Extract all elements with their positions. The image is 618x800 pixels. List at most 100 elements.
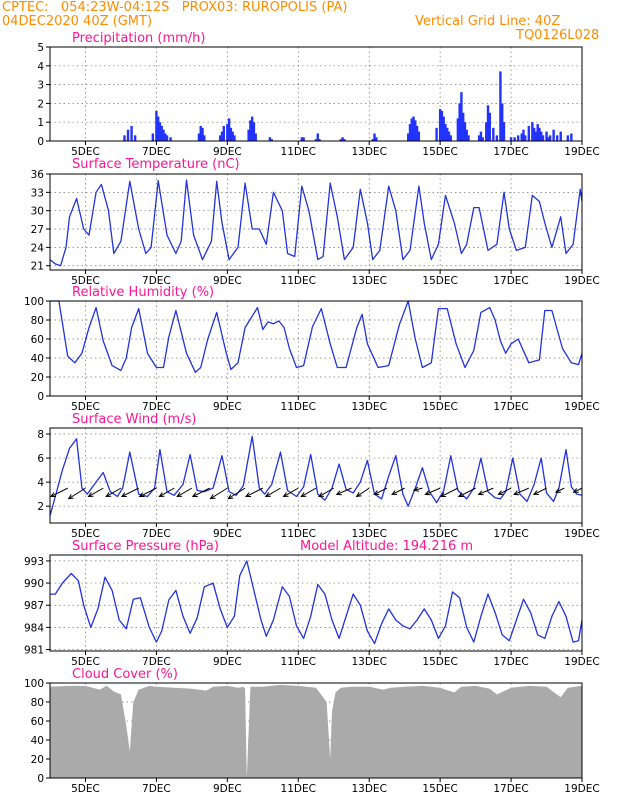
precip-bar: [151, 133, 155, 141]
precip-bar: [541, 135, 545, 141]
precip-bar: [467, 135, 470, 141]
pres-xtick-label: 17DEC: [493, 656, 528, 668]
wind-arrow: [498, 487, 512, 495]
wind-arrow-head: [412, 486, 419, 492]
cloud-title: Cloud Cover (%): [72, 667, 178, 682]
precip-bar: [410, 118, 413, 141]
precip-bar: [231, 131, 234, 141]
rh-xtick-label: 19DEC: [564, 401, 599, 413]
wind-arrow: [555, 487, 565, 493]
chart-header: CPTEC: 054:23W-04:12S PROX03: RUROPOLIS …: [0, 0, 618, 46]
precip-xtick-label: 13DEC: [351, 146, 386, 158]
precip-bar: [165, 135, 169, 141]
rh-series-line: [50, 300, 583, 373]
wind-arrow: [458, 487, 476, 497]
precip-bar: [524, 135, 527, 141]
wind-frame: [49, 427, 583, 524]
wind-arrow: [301, 487, 317, 497]
precip-bar: [499, 71, 502, 141]
wind-arrow-head: [227, 494, 234, 500]
precip-bar: [435, 127, 438, 141]
wind-arrow-head: [176, 492, 183, 498]
wind-arrow: [391, 487, 405, 495]
cloud-area: [50, 684, 582, 778]
rh-frame: [49, 300, 583, 397]
precip-bar: [414, 120, 417, 141]
precip-bar: [513, 137, 516, 141]
precip-bar: [520, 133, 523, 141]
precip-bar: [300, 137, 304, 141]
precip-bar: [538, 127, 541, 141]
precip-bar: [156, 116, 160, 141]
precip-bar: [252, 122, 256, 141]
rh-xtick-label: 17DEC: [493, 401, 528, 413]
wind-arrow-head: [572, 488, 579, 493]
rh-ytick-label: 0: [37, 391, 44, 403]
wind-arrow-head: [158, 492, 165, 498]
cloud-ytick-label: 40: [31, 735, 44, 747]
precip-bar: [316, 133, 319, 141]
rh-xtick-label: 9DEC: [213, 401, 242, 413]
precip-bar: [534, 131, 538, 141]
station-info: CPTEC: 054:23W-04:12S PROX03: RUROPOLIS …: [2, 0, 348, 15]
cloud-xtick-label: 5DEC: [71, 783, 100, 795]
precip-bar: [227, 118, 231, 141]
wind-arrow-head: [209, 494, 216, 500]
precip-bar: [536, 124, 539, 141]
precip-bar: [201, 127, 204, 141]
wind-xtick-label: 15DEC: [422, 528, 457, 540]
precip-bar: [485, 122, 488, 141]
wind-arrow-head: [317, 492, 325, 498]
wind-arrow: [425, 487, 441, 495]
cloud-ytick-label: 60: [31, 716, 44, 728]
wind-arrow: [159, 487, 175, 497]
rh-xtick-label: 15DEC: [422, 401, 457, 413]
precip-bar: [479, 131, 483, 141]
pres-subtitle: Model Altitude: 194.216 m: [300, 539, 473, 554]
pres-ytick-label: 993: [24, 556, 44, 568]
wind-arrow: [374, 487, 388, 495]
wind-arrow: [478, 487, 494, 495]
wind-arrow-head: [264, 492, 271, 498]
rh-ytick-label: 80: [31, 315, 44, 327]
run-datetime: 04DEC2020 40Z (GMT): [2, 14, 153, 29]
pres-frame: [49, 554, 583, 652]
precip-bar: [126, 129, 130, 141]
wind-arrow-head: [191, 492, 198, 497]
precip-bar: [247, 129, 250, 141]
precip-title: Precipitation (mm/h): [72, 31, 205, 46]
wind-arrow-head: [335, 490, 342, 496]
wind-arrow-head: [300, 492, 307, 498]
wind-arrow-head: [497, 490, 504, 495]
wind-arrow: [440, 487, 459, 497]
precip-bar: [555, 135, 559, 141]
wind-arrow: [192, 487, 210, 497]
precip-bar: [449, 135, 452, 141]
precip-bar: [375, 137, 378, 141]
temp-xtick-label: 11DEC: [281, 275, 316, 287]
vertical-grid-line-note: Vertical Grid Line: 40Z: [415, 14, 561, 29]
wind-arrow: [121, 487, 139, 497]
cloud-ytick-label: 80: [31, 697, 44, 709]
temp-ytick-label: 27: [31, 224, 44, 236]
wind-arrow-head: [457, 492, 464, 497]
wind-arrow: [265, 487, 281, 497]
wind-arrow-head: [49, 492, 56, 497]
precip-xtick-label: 5DEC: [71, 146, 100, 158]
cloud-xtick-label: 11DEC: [281, 783, 316, 795]
precip-bar: [343, 139, 346, 141]
rh-ytick-label: 40: [31, 353, 44, 365]
rh-xtick-label: 13DEC: [351, 401, 386, 413]
wind-arrow-head: [554, 488, 561, 493]
temp-frame: [49, 173, 583, 271]
wind-xtick-label: 7DEC: [142, 528, 171, 540]
precip-bar: [547, 137, 550, 141]
precip-ytick-label: 5: [37, 42, 44, 54]
precip-bar: [446, 127, 449, 141]
rh-xtick-label: 11DEC: [281, 401, 316, 413]
precip-bar: [481, 137, 484, 141]
wind-xtick-label: 9DEC: [213, 528, 242, 540]
precip-bar: [463, 122, 467, 141]
wind-arrow-head: [532, 490, 539, 495]
